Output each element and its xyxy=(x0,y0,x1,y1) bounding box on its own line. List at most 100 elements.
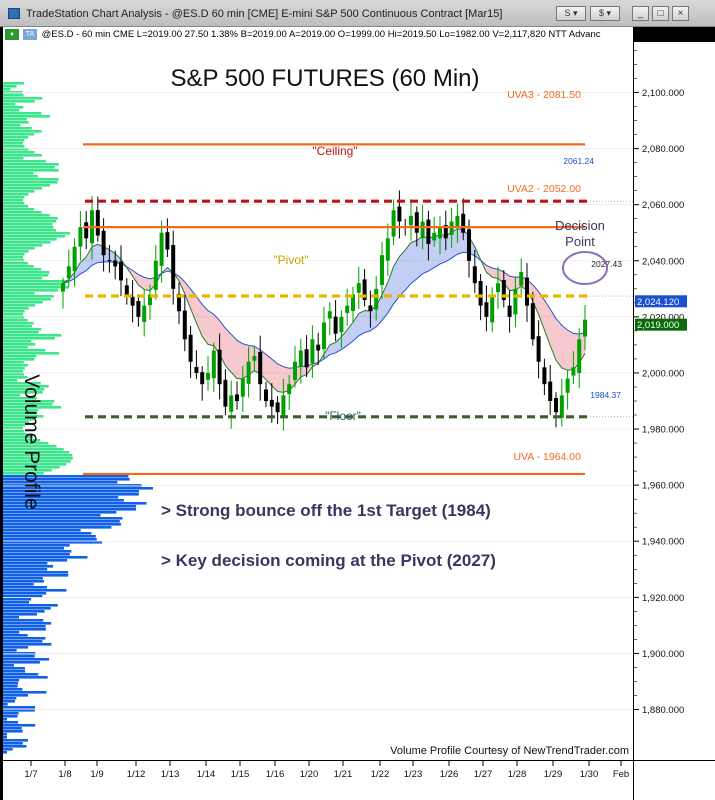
candle-body xyxy=(345,305,350,313)
candle-body xyxy=(206,372,210,380)
candle-body xyxy=(142,305,147,322)
volume-bar xyxy=(3,496,119,499)
volume-bar xyxy=(3,637,46,640)
volume-bar xyxy=(3,664,14,667)
volume-bar xyxy=(3,319,28,322)
volume-bar xyxy=(3,304,36,307)
volume-bar xyxy=(3,604,58,607)
volume-bar xyxy=(3,82,25,85)
volume-bar xyxy=(3,262,28,265)
ma-cloud-bearish xyxy=(550,309,556,361)
volume-bar xyxy=(3,289,59,292)
x-tick-label: 1/28 xyxy=(508,769,527,780)
analysis-tag-icon[interactable]: TA xyxy=(23,29,37,40)
candle-body xyxy=(565,378,570,393)
volume-bar xyxy=(3,547,64,550)
candle-body xyxy=(536,336,541,362)
ma-cloud-bearish xyxy=(277,363,284,393)
volume-bar xyxy=(3,217,58,220)
maximize-button[interactable]: □ xyxy=(652,6,669,21)
ma-cloud-bearish xyxy=(561,325,568,371)
ma-cloud-bullish xyxy=(405,242,411,291)
floor-label: "Floor" xyxy=(325,409,361,423)
volume-bar xyxy=(3,385,49,388)
minimize-button[interactable]: _ xyxy=(632,6,649,21)
volume-bar xyxy=(3,544,70,547)
volume-bar xyxy=(3,610,45,613)
candle-body xyxy=(101,230,106,256)
x-tick-label: 1/27 xyxy=(474,769,493,780)
volume-bar xyxy=(3,571,69,574)
volume-bar xyxy=(3,526,112,529)
ma-cloud-bullish xyxy=(370,305,377,331)
candle-body xyxy=(293,361,297,381)
candle-body xyxy=(72,246,77,272)
y-tick-label: 2,020.000 xyxy=(642,312,684,323)
volume-bar xyxy=(3,373,24,376)
time-axis-svg[interactable]: 1/7 1/8 1/9 1/12 1/13 1/14 1/15 1/16 1/20 1/21 1/2… xyxy=(3,761,633,800)
candle-body xyxy=(513,288,518,315)
time-axis[interactable]: 1/7 1/8 1/9 1/12 1/13 1/14 1/15 1/16 1/20 1/21 1/2… xyxy=(3,760,633,800)
ma-cloud-bearish xyxy=(498,269,504,284)
volume-bar xyxy=(3,280,69,283)
level-lines xyxy=(83,143,633,476)
uva3-label: UVA3 - 2081.50 xyxy=(507,89,581,101)
volume-bar xyxy=(3,583,34,586)
candle-body xyxy=(478,281,483,306)
price-chart-svg[interactable]: S&P 500 FUTURES (60 Min) UVA3 - 2081.50 … xyxy=(3,42,633,760)
volume-bar xyxy=(3,85,17,88)
ma-cloud-bearish xyxy=(300,366,307,377)
candle-body xyxy=(496,283,500,293)
volume-bar xyxy=(3,469,52,472)
volume-bar xyxy=(3,685,18,688)
candle-body xyxy=(298,350,303,368)
candle-body xyxy=(380,255,384,286)
close-button[interactable]: × xyxy=(672,6,689,21)
volume-bar xyxy=(3,310,25,313)
candle-body xyxy=(78,227,83,247)
volume-bar xyxy=(3,337,55,340)
candle-body xyxy=(229,395,234,412)
volume-bar xyxy=(3,145,25,148)
currency-dropdown[interactable]: $ ▾ xyxy=(590,6,620,21)
candle-body xyxy=(490,294,495,323)
volume-bar xyxy=(3,472,44,475)
volume-bar xyxy=(3,265,34,268)
volume-bar xyxy=(3,718,7,721)
volume-bar xyxy=(3,274,49,277)
symbol-link-dropdown[interactable]: S ▾ xyxy=(556,6,586,21)
volume-bar xyxy=(3,97,43,100)
ma-cloud-bearish xyxy=(213,314,220,355)
ma-cloud-bearish xyxy=(208,310,214,346)
chart-title: S&P 500 FUTURES (60 Min) xyxy=(171,65,480,92)
price-axis[interactable]: 1,880.000 1,900.000 1,920.000 1,940.000 1,96… xyxy=(633,42,715,760)
price-axis-svg[interactable]: 1,880.000 1,900.000 1,920.000 1,940.000 1,96… xyxy=(634,42,715,760)
chart-plot-area[interactable]: S&P 500 FUTURES (60 Min) UVA3 - 2081.50 … xyxy=(3,42,633,760)
symbol-info-bar: ♦ TA @ES.D - 60 min CME L=2019.00 27.50 1… xyxy=(3,27,633,42)
x-tick-label: 1/30 xyxy=(580,769,599,780)
ma-cloud-bearish xyxy=(237,340,243,379)
symbol-tag-icon[interactable]: ♦ xyxy=(5,29,19,40)
volume-bar xyxy=(3,130,42,133)
candle-body xyxy=(211,350,216,379)
volume-bar xyxy=(3,508,137,511)
axis-corner xyxy=(633,760,715,800)
candle-body xyxy=(467,229,471,261)
candle-body xyxy=(252,356,257,361)
x-tick-label: 1/29 xyxy=(544,769,563,780)
volume-bar xyxy=(3,376,28,379)
volume-bar xyxy=(3,313,24,316)
ma-cloud-bearish xyxy=(538,291,545,330)
volume-bar xyxy=(3,424,25,427)
volume-bar xyxy=(3,622,52,625)
symbol-quote-text: @ES.D - 60 min CME L=2019.00 27.50 1.38%… xyxy=(41,29,601,40)
ma-cloud-bullish xyxy=(416,236,423,279)
volume-profile-label: Volume Profile xyxy=(20,374,43,509)
candle-body xyxy=(443,225,448,239)
candle-body xyxy=(66,266,71,279)
candle-body xyxy=(287,384,292,395)
volume-bar xyxy=(3,412,37,415)
window-title: TradeStation Chart Analysis - @ES.D 60 m… xyxy=(26,8,503,20)
x-tick-label: 1/9 xyxy=(90,769,103,780)
volume-bar xyxy=(3,592,47,595)
